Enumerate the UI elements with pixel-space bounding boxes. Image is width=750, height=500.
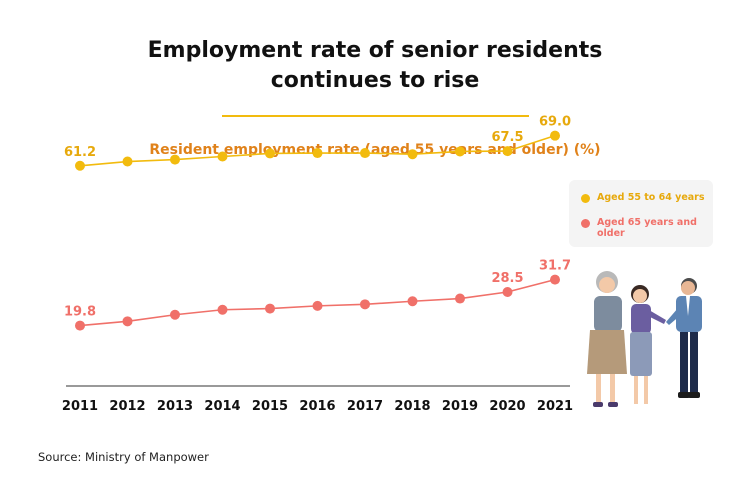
data-point-0-2020 <box>502 146 513 157</box>
data-point-1-2019 <box>455 293 465 304</box>
data-point-1-2016 <box>312 300 323 311</box>
x-tick-2014: 2014 <box>204 399 240 414</box>
data-point-0-2017 <box>360 148 370 159</box>
x-tick-2015: 2015 <box>252 399 288 414</box>
x-tick-2019: 2019 <box>442 399 478 414</box>
data-point-0-2019 <box>455 146 465 157</box>
data-point-0-2011 <box>75 160 85 171</box>
x-tick-2020: 2020 <box>489 399 525 414</box>
data-point-1-2014 <box>217 304 228 315</box>
x-tick-2011: 2011 <box>62 399 98 414</box>
data-point-0-2014 <box>217 151 228 162</box>
data-point-0-2012 <box>122 156 133 167</box>
legend-label-55-64: Aged 55 to 64 years <box>597 192 705 203</box>
title-line-1: Employment rate of senior residents <box>147 38 603 63</box>
legend-label-65-plus: Aged 65 years and older <box>597 217 697 239</box>
data-point-0-2016 <box>312 148 323 159</box>
x-tick-2016: 2016 <box>299 399 335 414</box>
legend-item-55-64: Aged 55 to 64 years <box>581 192 705 203</box>
data-label-1-2011: 19.8 <box>64 305 96 320</box>
x-tick-2013: 2013 <box>157 399 193 414</box>
title-line-2: continues to rise <box>270 68 480 93</box>
legend-marker-55-64 <box>581 194 590 203</box>
data-point-1-2020 <box>502 286 513 297</box>
x-tick-2021: 2021 <box>537 399 573 414</box>
source-note: Source: Ministry of Manpower <box>38 450 209 464</box>
x-tick-2017: 2017 <box>347 399 383 414</box>
data-point-1-2012 <box>122 316 133 327</box>
person-elderly-woman <box>587 271 627 407</box>
legend-marker-65-plus <box>581 219 590 228</box>
person-man <box>666 278 702 398</box>
page-title: Employment rate of senior residents cont… <box>0 36 750 96</box>
title-divider <box>222 115 529 117</box>
x-tick-2018: 2018 <box>394 399 430 414</box>
person-woman <box>630 285 666 404</box>
data-label-0-2021: 69.0 <box>539 115 571 130</box>
data-point-1-2018 <box>407 296 418 307</box>
data-label-1-2020: 28.5 <box>491 271 523 286</box>
data-label-0-2020: 67.5 <box>491 130 523 145</box>
data-point-1-2021 <box>550 274 560 285</box>
data-point-1-2011 <box>75 320 85 331</box>
data-point-1-2017 <box>360 299 370 310</box>
data-point-1-2013 <box>170 309 180 320</box>
data-point-0-2018 <box>407 149 418 160</box>
data-point-0-2013 <box>170 154 180 165</box>
legend-item-65-plus: Aged 65 years and older <box>581 217 705 239</box>
x-tick-2012: 2012 <box>109 399 145 414</box>
data-point-0-2015 <box>265 148 275 159</box>
data-point-1-2015 <box>265 303 275 314</box>
data-label-0-2011: 61.2 <box>64 145 96 160</box>
legend: Aged 55 to 64 years Aged 65 years and ol… <box>569 180 713 247</box>
data-point-0-2021 <box>550 130 560 141</box>
data-label-1-2021: 31.7 <box>539 259 571 274</box>
seniors-handshake-illustration <box>587 271 702 407</box>
